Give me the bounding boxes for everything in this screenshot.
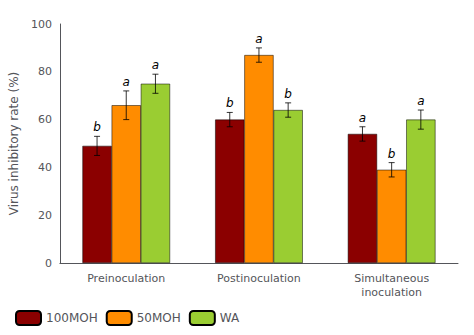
svg-text:Postinoculation: Postinoculation [217, 272, 301, 285]
svg-text:b: b [226, 96, 234, 110]
svg-text:Virus inhibitory rate (%): Virus inhibitory rate (%) [7, 72, 21, 216]
svg-text:b: b [284, 87, 292, 101]
svg-text:a: a [123, 75, 130, 89]
svg-text:Preinoculation: Preinoculation [87, 272, 165, 285]
svg-text:a: a [152, 58, 159, 72]
svg-text:inoculation: inoculation [361, 286, 422, 299]
svg-text:b: b [388, 147, 396, 161]
svg-text:WA: WA [220, 311, 240, 325]
svg-text:100MOH: 100MOH [46, 311, 98, 325]
svg-text:50MOH: 50MOH [137, 311, 181, 325]
svg-text:Simultaneous: Simultaneous [354, 272, 429, 285]
svg-text:80: 80 [38, 65, 52, 78]
svg-text:b: b [93, 120, 101, 134]
svg-text:0: 0 [45, 257, 52, 270]
svg-text:100: 100 [31, 18, 52, 31]
svg-text:a: a [359, 111, 366, 125]
svg-text:a: a [255, 32, 262, 46]
svg-text:a: a [417, 94, 424, 108]
svg-text:20: 20 [38, 209, 52, 222]
svg-text:40: 40 [38, 161, 52, 174]
svg-text:60: 60 [38, 113, 52, 126]
